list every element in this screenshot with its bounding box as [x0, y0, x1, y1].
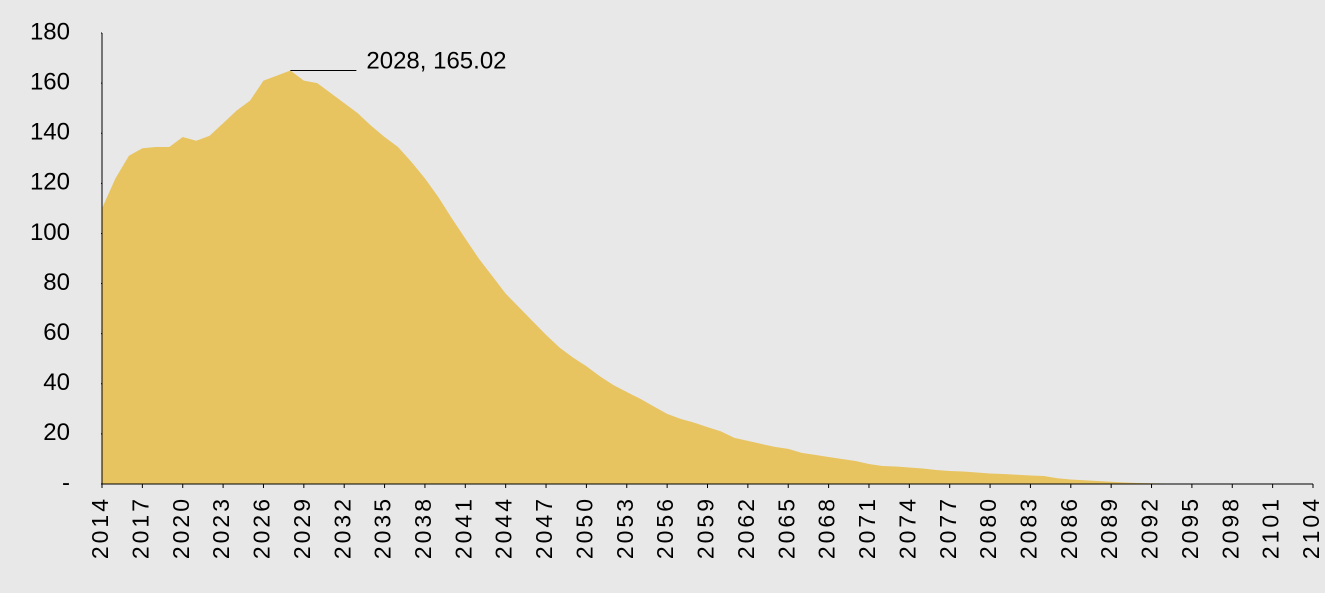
x-tick-label: 2014 [87, 496, 113, 559]
y-tick-label: - [62, 469, 70, 496]
x-tick-label: 2071 [854, 496, 880, 559]
x-tick-label: 2032 [329, 496, 355, 559]
x-tick-label: 2047 [531, 496, 557, 559]
x-tick-label: 2086 [1056, 496, 1082, 559]
x-tick-label: 2095 [1177, 496, 1203, 559]
x-tick-label: 2029 [289, 496, 315, 559]
x-tick-label: 2092 [1137, 496, 1163, 559]
y-tick-label: 140 [30, 119, 70, 146]
annotation-label: 2028, 165.02 [366, 48, 506, 75]
x-tick-label: 2068 [814, 496, 840, 559]
x-tick-label: 2056 [652, 496, 678, 559]
x-tick-label: 2062 [733, 496, 759, 559]
x-tick-label: 2017 [127, 496, 153, 559]
x-tick-label: 2089 [1096, 496, 1122, 559]
x-tick-label: 2041 [450, 496, 476, 559]
y-tick-label: 120 [30, 169, 70, 196]
x-tick-label: 2038 [410, 496, 436, 559]
x-tick-label: 2035 [370, 496, 396, 559]
x-tick-label: 2098 [1217, 496, 1243, 559]
x-tick-label: 2020 [168, 496, 194, 559]
x-tick-label: 2104 [1298, 496, 1324, 559]
y-tick-label: 20 [43, 419, 70, 446]
x-tick-label: 2059 [693, 496, 719, 559]
x-tick-label: 2053 [612, 496, 638, 559]
x-tick-label: 2080 [975, 496, 1001, 559]
area [102, 70, 1313, 485]
x-tick-label: 2077 [935, 496, 961, 559]
y-tick-label: 160 [30, 68, 70, 95]
y-tick-label: 100 [30, 219, 70, 246]
x-tick-label: 2023 [208, 496, 234, 559]
x-tick-label: 2083 [1016, 496, 1042, 559]
y-tick-label: 80 [43, 269, 70, 296]
x-tick-label: 2044 [491, 496, 517, 559]
x-tick-label: 2050 [571, 496, 597, 559]
y-tick-label: 40 [43, 369, 70, 396]
x-tick-label: 2074 [894, 496, 920, 559]
x-tick-label: 2101 [1258, 496, 1284, 559]
y-tick-label: 60 [43, 319, 70, 346]
y-tick-label: 180 [30, 18, 70, 45]
x-tick-label: 2065 [773, 496, 799, 559]
x-tick-label: 2026 [249, 496, 275, 559]
